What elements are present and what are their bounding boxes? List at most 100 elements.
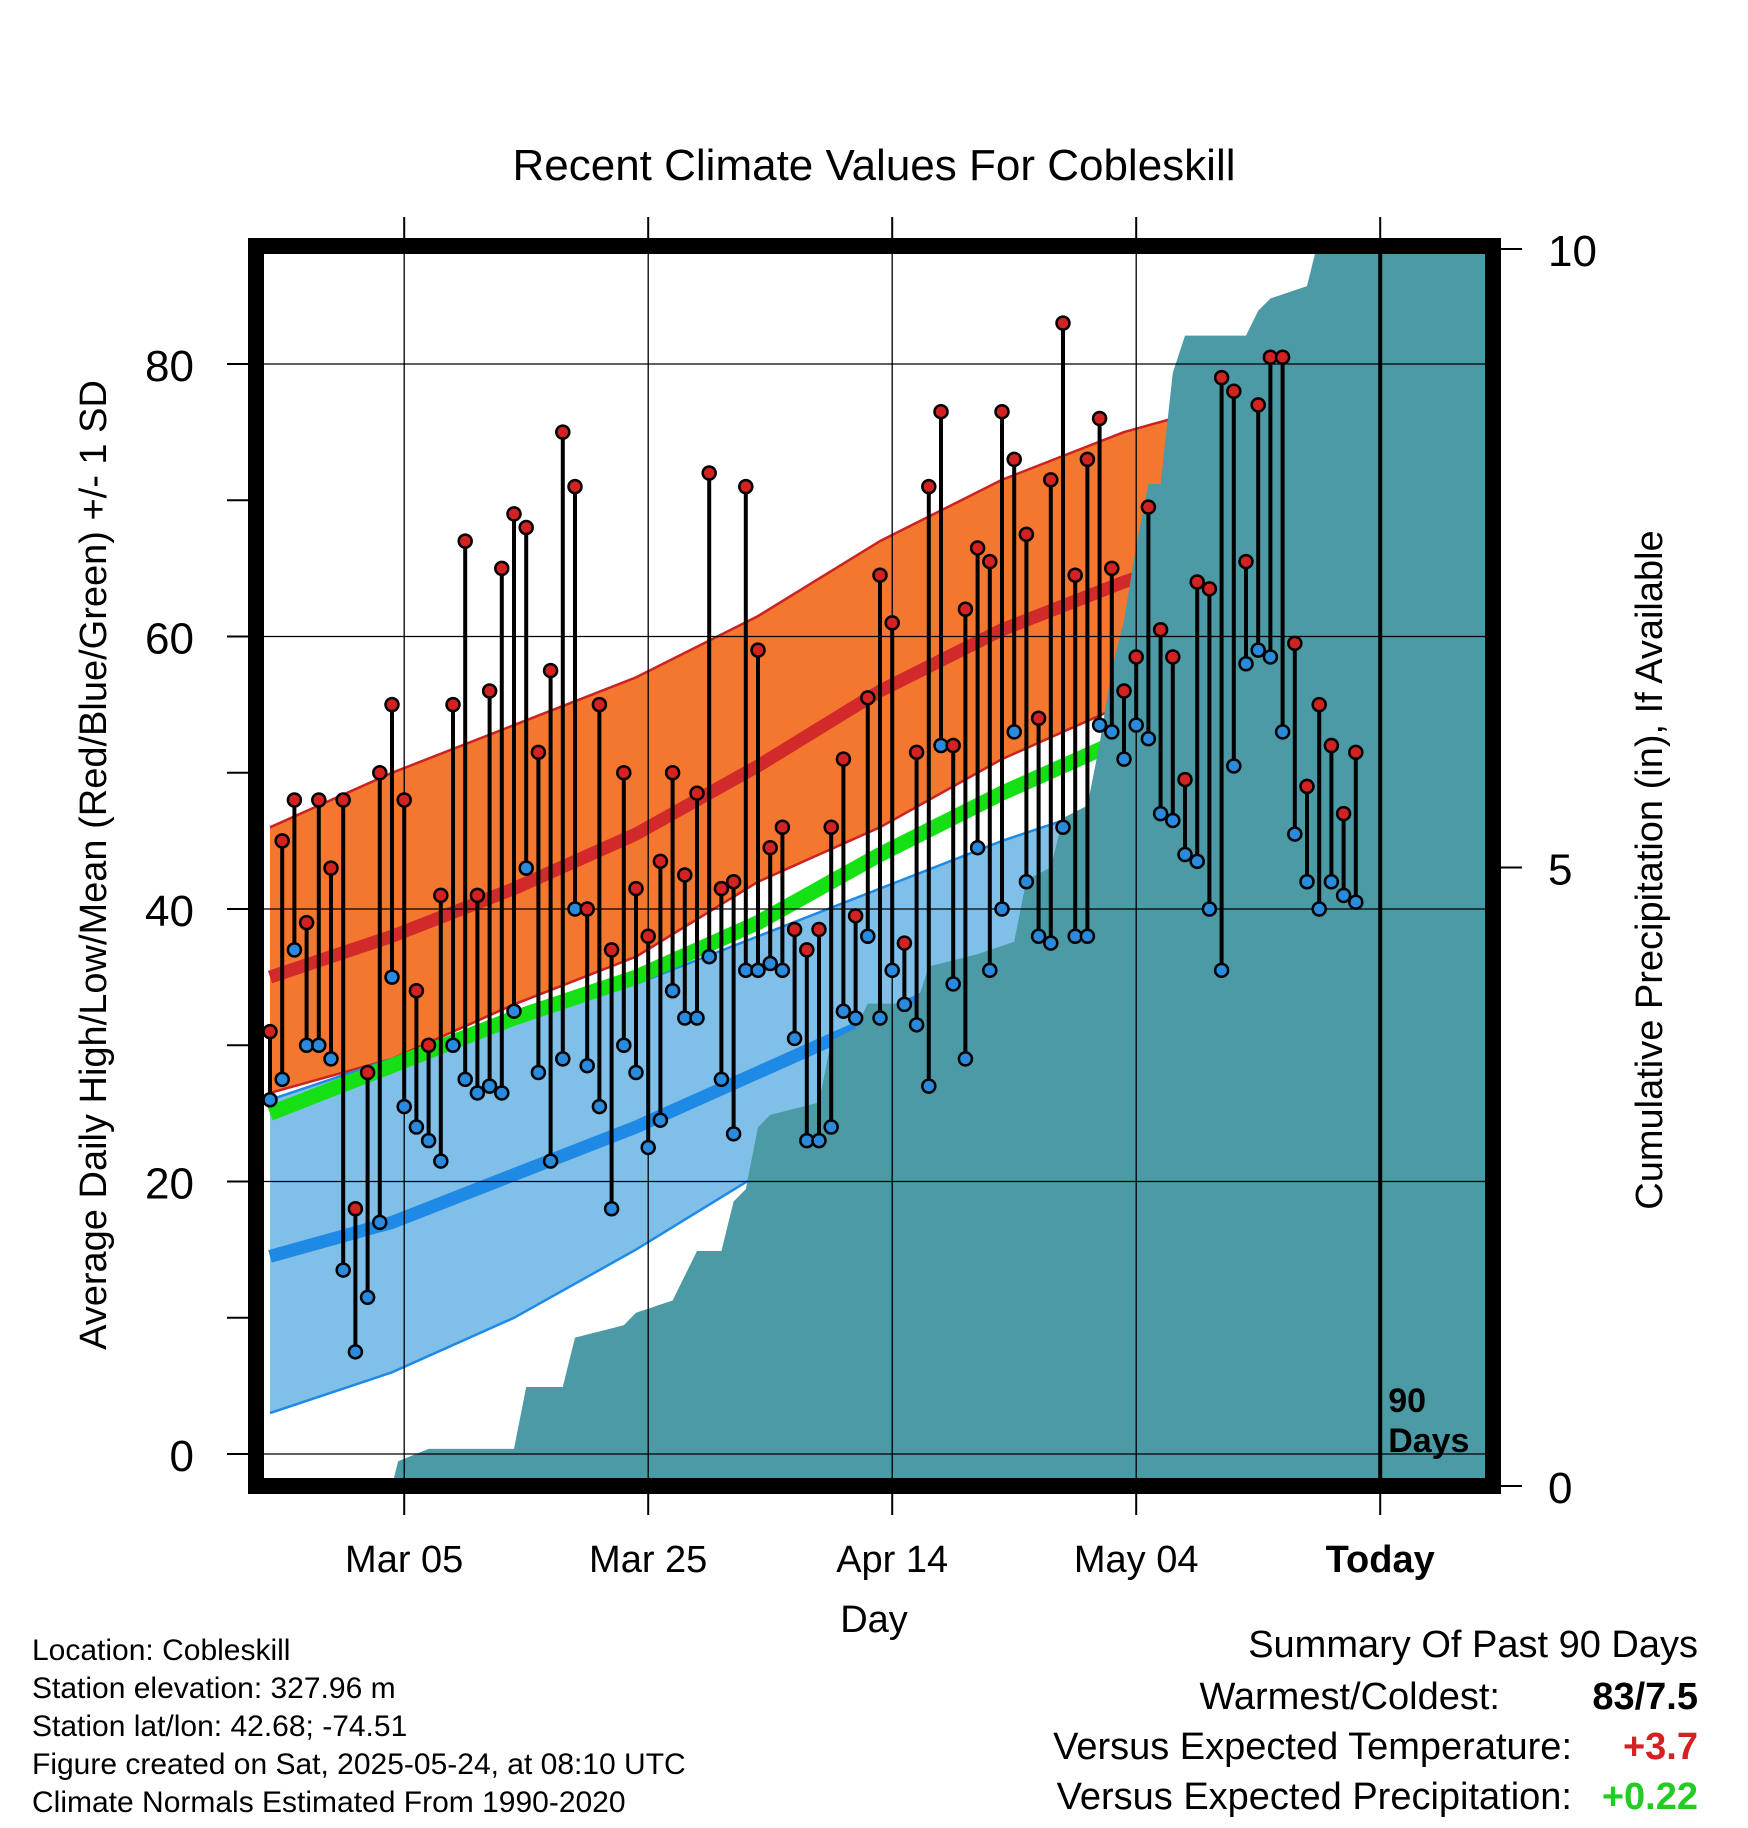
daily-high-point	[506, 506, 522, 522]
daily-low-point	[1189, 853, 1205, 870]
daily-low-point	[396, 1098, 412, 1115]
daily-high-point	[1287, 635, 1303, 652]
daily-low-point	[359, 1289, 376, 1306]
daily-high-point	[1189, 574, 1205, 590]
daily-high-point	[1335, 805, 1352, 822]
daily-low-point	[872, 1010, 888, 1026]
y-tick-label: 40	[145, 887, 194, 936]
daily-high-point	[591, 696, 608, 713]
daily-high-point	[1116, 683, 1132, 699]
daily-high-point	[750, 642, 766, 658]
daily-high-point	[323, 860, 339, 876]
daily-range-bars	[262, 315, 1364, 1360]
daily-high-point	[1152, 621, 1169, 638]
daily-low-point	[811, 1132, 827, 1149]
summary-temp-value: +3.7	[1622, 1726, 1698, 1768]
daily-low-point	[725, 1126, 742, 1142]
daily-high-point	[1055, 315, 1071, 331]
daily-high-point	[457, 533, 473, 549]
daily-low-point	[664, 983, 681, 999]
daily-high-point	[652, 853, 669, 870]
daily-high-point	[1274, 349, 1291, 365]
daily-low-point	[1287, 826, 1303, 842]
daily-low-point	[847, 1010, 864, 1026]
daily-low-point	[750, 962, 766, 979]
daily-low-point	[1323, 874, 1340, 890]
daily-low-point	[286, 942, 303, 958]
daily-high-point	[689, 785, 705, 801]
daily-low-point	[640, 1139, 656, 1156]
daily-high-point	[384, 696, 400, 713]
daily-high-point	[1030, 710, 1047, 726]
daily-high-point	[677, 867, 693, 883]
summary-warmest-coldest-value: 83/7.5	[1592, 1676, 1698, 1718]
today-days-number: 90	[1388, 1382, 1426, 1420]
daily-low-point	[518, 860, 534, 876]
daily-high-point	[1213, 369, 1230, 386]
daily-low-point	[1079, 928, 1096, 944]
daily-high-point	[969, 540, 986, 556]
daily-high-point	[725, 874, 742, 890]
daily-low-point	[1006, 724, 1022, 740]
daily-high-point	[1250, 397, 1266, 413]
daily-high-point	[628, 880, 644, 897]
daily-high-point	[286, 792, 303, 808]
daily-low-point	[860, 928, 876, 944]
daily-low-point	[1250, 642, 1266, 658]
daily-low-point	[445, 1037, 461, 1053]
info-location: Location: Cobleskill	[32, 1634, 291, 1667]
x-tick-label: Mar 25	[589, 1539, 707, 1581]
cumulative-precip-area	[393, 252, 1488, 1480]
daily-low-point	[994, 901, 1010, 917]
daily-high-point	[1238, 553, 1254, 570]
daily-low-point	[335, 1262, 351, 1278]
daily-low-point	[1274, 724, 1291, 740]
daily-low-point	[1030, 928, 1047, 944]
daily-high-point	[908, 744, 925, 761]
daily-low-point	[1043, 935, 1059, 951]
daily-high-point	[738, 478, 754, 495]
daily-low-point	[1177, 846, 1193, 863]
daily-low-point	[420, 1132, 437, 1149]
daily-high-point	[762, 839, 778, 856]
daily-high-point	[311, 792, 327, 808]
daily-high-point	[481, 683, 498, 699]
x-tick-label: Today	[1326, 1539, 1435, 1581]
daily-low-point	[1018, 874, 1035, 890]
daily-high-point	[518, 519, 534, 536]
y2-axis-label: Cumulative Precipitation (in), If Availa…	[1629, 530, 1671, 1209]
y2-tick-label: 10	[1548, 227, 1597, 276]
daily-high-point	[1323, 737, 1340, 754]
summary-precip-label: Versus Expected Precipitation:	[1056, 1776, 1572, 1818]
daily-high-point	[701, 465, 717, 481]
daily-low-point	[542, 1153, 559, 1169]
daily-high-point	[1299, 778, 1315, 795]
info-elevation: Station elevation: 327.96 m	[32, 1672, 396, 1705]
y-tick-label: 0	[170, 1432, 194, 1481]
y-tick-label: 20	[145, 1160, 194, 1209]
daily-low-point	[835, 1003, 852, 1019]
daily-low-point	[762, 955, 778, 972]
daily-low-point	[786, 1030, 803, 1047]
daily-high-point	[359, 1064, 376, 1081]
daily-high-point	[579, 901, 595, 917]
daily-high-point	[774, 819, 791, 835]
daily-low-point	[823, 1119, 839, 1135]
daily-high-point	[896, 935, 913, 951]
y2-tick-label: 5	[1548, 846, 1572, 895]
daily-high-point	[1128, 649, 1144, 665]
daily-high-point	[1104, 560, 1120, 577]
daily-low-point	[1091, 717, 1108, 733]
info-normals: Climate Normals Estimated From 1990-2020	[32, 1786, 626, 1819]
daily-high-point	[1043, 472, 1059, 488]
daily-high-point	[786, 921, 803, 938]
daily-low-point	[1128, 717, 1144, 733]
summary-precip-value: +0.22	[1601, 1776, 1698, 1818]
daily-low-point	[1226, 758, 1242, 774]
daily-low-point	[713, 1071, 730, 1088]
daily-high-point	[1311, 696, 1327, 713]
today-days-label: Days	[1388, 1422, 1469, 1460]
daily-high-point	[396, 792, 412, 808]
chart-text: Recent Climate Values For Cobleskill 0 20 4…	[73, 141, 1671, 1641]
daily-low-point	[579, 1057, 595, 1074]
